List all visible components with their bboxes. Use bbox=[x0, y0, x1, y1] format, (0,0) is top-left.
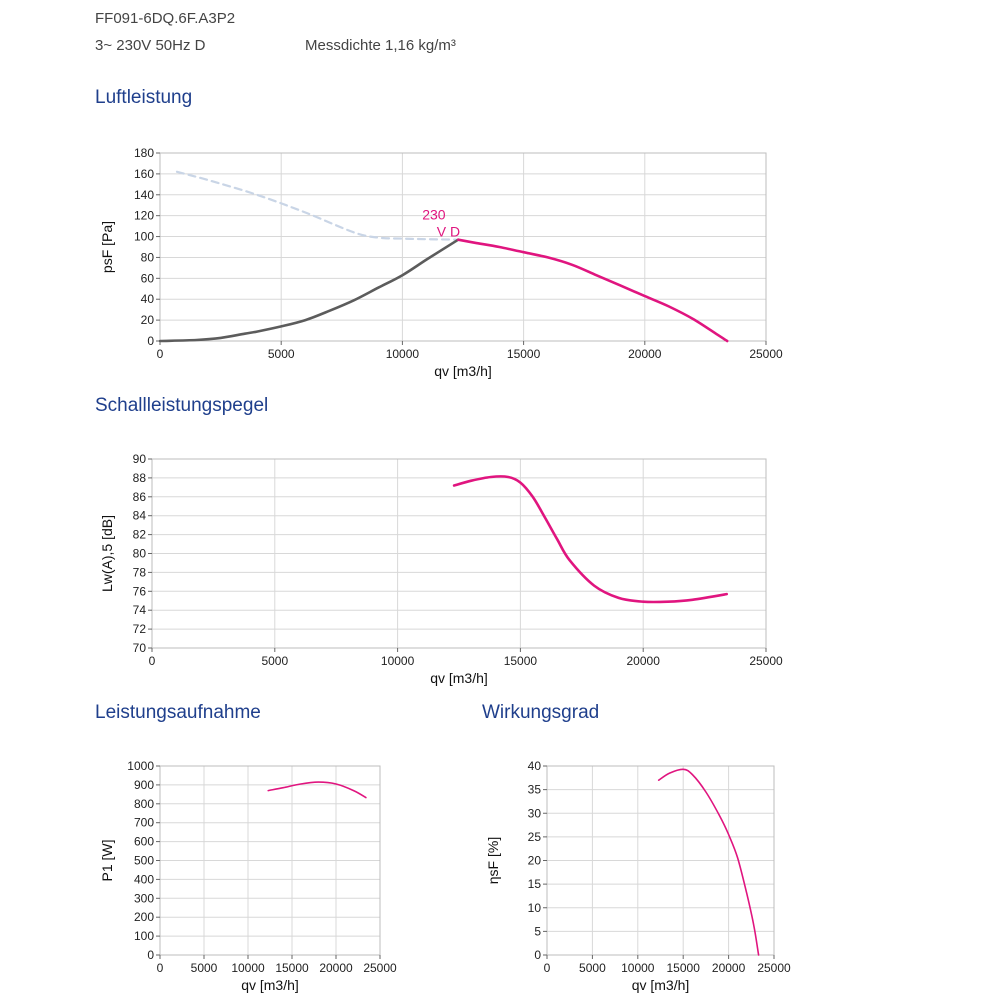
power-series-curve-line bbox=[267, 781, 367, 799]
efficiency-y-axis-label: ηsF [%] bbox=[485, 837, 501, 884]
air-y-tick-label: 20 bbox=[141, 313, 155, 327]
air-x-tick-label: 25000 bbox=[749, 347, 783, 361]
efficiency-y-tick-label: 30 bbox=[528, 806, 542, 820]
sound-y-tick-label: 82 bbox=[133, 528, 147, 542]
power-y-tick-label: 100 bbox=[134, 929, 154, 943]
power-y-tick-label: 300 bbox=[134, 891, 154, 905]
sound-y-tick-label: 72 bbox=[133, 622, 147, 636]
section-title-efficiency: Wirkungsgrad bbox=[482, 702, 600, 723]
power-y-tick-label: 0 bbox=[147, 948, 154, 962]
power-x-tick-label: 0 bbox=[157, 961, 164, 975]
sound-series-curve-line bbox=[452, 475, 728, 604]
sound-y-tick-label: 80 bbox=[133, 547, 147, 561]
air-annotation-connection: V D bbox=[437, 223, 460, 239]
sound-y-axis-label: Lw(A),5 [dB] bbox=[99, 515, 115, 592]
sound-y-tick-label: 74 bbox=[133, 603, 147, 617]
efficiency-x-tick-label: 0 bbox=[544, 961, 551, 975]
power-y-tick-label: 800 bbox=[134, 797, 154, 811]
sound-y-tick-label: 76 bbox=[133, 584, 147, 598]
power-x-tick-label: 10000 bbox=[231, 961, 265, 975]
power-x-tick-label: 15000 bbox=[275, 961, 309, 975]
supply-spec: 3~ 230V 50Hz D bbox=[95, 37, 206, 54]
sound-x-tick-label: 10000 bbox=[381, 654, 415, 668]
efficiency-series-curve-line bbox=[657, 768, 760, 956]
sound-y-tick-label: 90 bbox=[133, 452, 147, 466]
sound-y-tick-label: 84 bbox=[133, 509, 147, 523]
measurement-density: Messdichte 1,16 kg/m³ bbox=[305, 37, 456, 54]
efficiency-x-tick-label: 10000 bbox=[621, 961, 655, 975]
sound-x-tick-label: 5000 bbox=[261, 654, 288, 668]
air-y-axis-label: psF [Pa] bbox=[99, 221, 115, 273]
air-y-tick-label: 0 bbox=[147, 334, 154, 348]
sound-x-tick-label: 15000 bbox=[504, 654, 538, 668]
power-y-tick-label: 700 bbox=[134, 816, 154, 830]
efficiency-y-tick-label: 40 bbox=[528, 759, 542, 773]
air-x-tick-label: 10000 bbox=[386, 347, 420, 361]
efficiency-x-tick-label: 25000 bbox=[757, 961, 791, 975]
power-x-axis-label: qv [m3/h] bbox=[241, 977, 299, 993]
sound-y-tick-label: 86 bbox=[133, 490, 147, 504]
efficiency-x-tick-label: 5000 bbox=[579, 961, 606, 975]
air-series-dashed-line bbox=[175, 170, 460, 241]
air-y-tick-label: 60 bbox=[141, 271, 155, 285]
air-x-tick-label: 0 bbox=[157, 347, 164, 361]
efficiency-y-tick-label: 15 bbox=[528, 877, 542, 891]
sound-y-tick-label: 70 bbox=[133, 641, 147, 655]
air-y-tick-label: 120 bbox=[134, 209, 154, 223]
model-name: FF091-6DQ.6F.A3P2 bbox=[95, 10, 236, 27]
power-y-tick-label: 600 bbox=[134, 835, 154, 849]
section-title-air-performance: Luftleistung bbox=[95, 87, 193, 108]
air-y-tick-label: 40 bbox=[141, 292, 155, 306]
air-plot-frame bbox=[159, 152, 767, 342]
air-series-system-line bbox=[158, 238, 460, 343]
efficiency-y-tick-label: 35 bbox=[528, 783, 542, 797]
sound-x-tick-label: 20000 bbox=[627, 654, 661, 668]
air-y-tick-label: 160 bbox=[134, 167, 154, 181]
sound-y-tick-label: 88 bbox=[133, 471, 147, 485]
power-x-tick-label: 25000 bbox=[363, 961, 397, 975]
air-y-tick-label: 80 bbox=[141, 250, 155, 264]
efficiency-x-tick-label: 15000 bbox=[667, 961, 701, 975]
efficiency-y-tick-label: 10 bbox=[528, 901, 542, 915]
efficiency-y-tick-label: 0 bbox=[534, 948, 541, 962]
air-x-tick-label: 20000 bbox=[628, 347, 662, 361]
air-annotation-voltage: 230 bbox=[422, 207, 446, 223]
efficiency-y-tick-label: 25 bbox=[528, 830, 542, 844]
air-x-tick-label: 15000 bbox=[507, 347, 541, 361]
air-y-tick-label: 100 bbox=[134, 230, 154, 244]
efficiency-y-tick-label: 5 bbox=[534, 924, 541, 938]
section-title-power-input: Leistungsaufnahme bbox=[95, 702, 261, 723]
power-y-tick-label: 400 bbox=[134, 872, 154, 886]
sound-y-tick-label: 78 bbox=[133, 565, 147, 579]
air-y-tick-label: 180 bbox=[134, 146, 154, 160]
power-y-tick-label: 500 bbox=[134, 854, 154, 868]
air-series-curve-line bbox=[456, 238, 729, 343]
section-title-sound-power: Schallleistungspegel bbox=[95, 395, 269, 416]
power-y-axis-label: P1 [W] bbox=[99, 839, 115, 881]
air-x-axis-label: qv [m3/h] bbox=[434, 363, 492, 379]
sound-x-tick-label: 25000 bbox=[749, 654, 783, 668]
power-y-tick-label: 1000 bbox=[127, 759, 154, 773]
sound-x-tick-label: 0 bbox=[149, 654, 156, 668]
efficiency-y-tick-label: 20 bbox=[528, 854, 542, 868]
power-x-tick-label: 5000 bbox=[191, 961, 218, 975]
power-x-tick-label: 20000 bbox=[319, 961, 353, 975]
sound-x-axis-label: qv [m3/h] bbox=[430, 670, 488, 686]
power-y-tick-label: 200 bbox=[134, 910, 154, 924]
air-y-tick-label: 140 bbox=[134, 188, 154, 202]
power-y-tick-label: 900 bbox=[134, 778, 154, 792]
efficiency-x-axis-label: qv [m3/h] bbox=[632, 977, 690, 993]
efficiency-x-tick-label: 20000 bbox=[712, 961, 746, 975]
air-x-tick-label: 5000 bbox=[268, 347, 295, 361]
